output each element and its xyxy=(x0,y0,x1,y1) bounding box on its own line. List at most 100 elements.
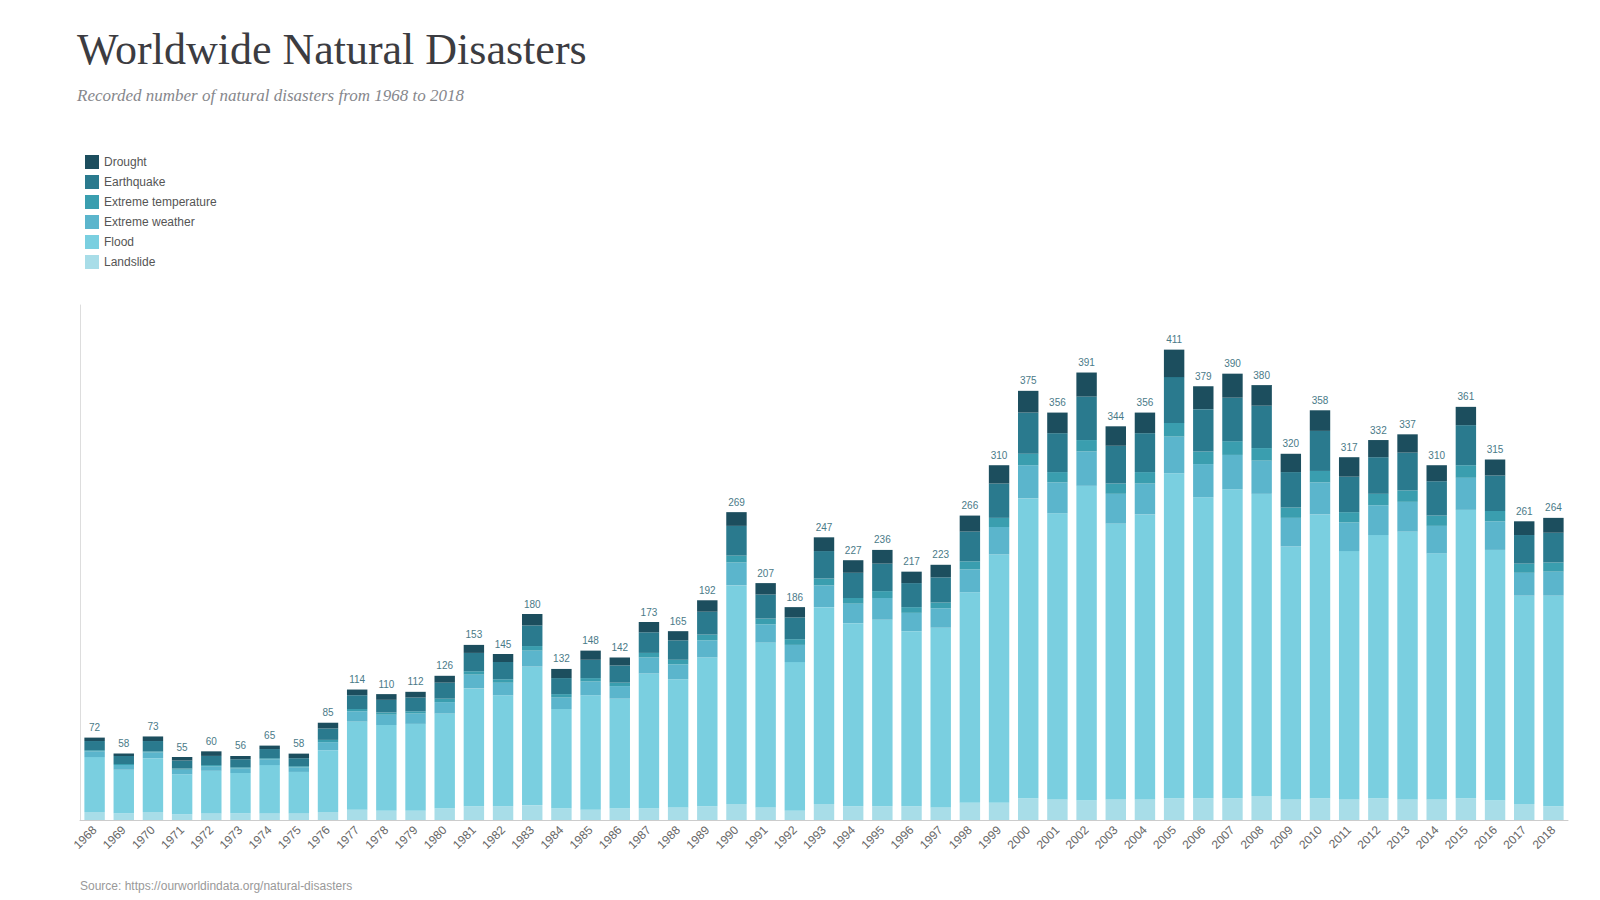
svg-text:320: 320 xyxy=(1282,438,1299,449)
svg-text:1969: 1969 xyxy=(100,823,129,852)
svg-text:1968: 1968 xyxy=(71,823,100,852)
svg-text:1973: 1973 xyxy=(217,823,246,852)
svg-text:1984: 1984 xyxy=(538,823,567,852)
svg-text:1989: 1989 xyxy=(683,823,712,852)
svg-text:317: 317 xyxy=(1341,442,1358,453)
svg-text:2015: 2015 xyxy=(1442,823,1471,852)
svg-text:217: 217 xyxy=(903,556,920,567)
svg-text:1977: 1977 xyxy=(333,823,362,852)
svg-text:227: 227 xyxy=(845,545,862,556)
svg-text:85: 85 xyxy=(322,707,334,718)
svg-text:1991: 1991 xyxy=(742,823,771,852)
svg-text:110: 110 xyxy=(378,679,394,690)
svg-text:Source: https://ourworldindata: Source: https://ourworldindata.org/natur… xyxy=(80,879,352,893)
svg-text:2014: 2014 xyxy=(1413,823,1442,852)
svg-text:Flood: Flood xyxy=(104,235,134,249)
svg-text:356: 356 xyxy=(1137,397,1154,408)
svg-text:1994: 1994 xyxy=(829,823,858,852)
svg-text:73: 73 xyxy=(147,721,159,732)
svg-text:2000: 2000 xyxy=(1004,823,1033,852)
svg-text:145: 145 xyxy=(495,639,512,650)
svg-text:1986: 1986 xyxy=(596,823,625,852)
svg-text:1988: 1988 xyxy=(654,823,683,852)
svg-text:337: 337 xyxy=(1399,419,1416,430)
svg-text:1997: 1997 xyxy=(917,823,946,852)
svg-text:1981: 1981 xyxy=(450,823,479,852)
svg-text:310: 310 xyxy=(1428,450,1445,461)
svg-text:58: 58 xyxy=(293,738,305,749)
svg-text:1993: 1993 xyxy=(800,823,829,852)
svg-text:1978: 1978 xyxy=(363,823,392,852)
svg-text:1980: 1980 xyxy=(421,823,450,852)
svg-text:358: 358 xyxy=(1312,395,1329,406)
svg-text:310: 310 xyxy=(991,450,1008,461)
svg-text:1975: 1975 xyxy=(275,823,304,852)
svg-text:379: 379 xyxy=(1195,371,1212,382)
svg-text:236: 236 xyxy=(874,534,891,545)
svg-text:1998: 1998 xyxy=(946,823,975,852)
svg-text:391: 391 xyxy=(1078,357,1095,368)
svg-text:Extreme weather: Extreme weather xyxy=(104,215,195,229)
svg-text:1992: 1992 xyxy=(771,823,800,852)
svg-text:1985: 1985 xyxy=(567,823,596,852)
svg-text:Worldwide Natural Disasters: Worldwide Natural Disasters xyxy=(77,25,587,74)
svg-text:173: 173 xyxy=(641,607,658,618)
svg-text:2012: 2012 xyxy=(1355,823,1384,852)
svg-text:180: 180 xyxy=(524,599,541,610)
svg-text:1970: 1970 xyxy=(129,823,158,852)
svg-text:344: 344 xyxy=(1107,411,1124,422)
svg-text:186: 186 xyxy=(786,592,803,603)
svg-text:1979: 1979 xyxy=(392,823,421,852)
svg-text:1999: 1999 xyxy=(975,823,1004,852)
svg-text:264: 264 xyxy=(1545,502,1562,513)
svg-text:132: 132 xyxy=(553,653,570,664)
svg-text:2011: 2011 xyxy=(1326,823,1354,851)
svg-text:2005: 2005 xyxy=(1150,823,1179,852)
svg-text:380: 380 xyxy=(1253,370,1270,381)
svg-text:Extreme temperature: Extreme temperature xyxy=(104,195,217,209)
svg-text:72: 72 xyxy=(89,722,101,733)
svg-text:2010: 2010 xyxy=(1296,823,1325,852)
svg-text:192: 192 xyxy=(699,585,716,596)
svg-text:375: 375 xyxy=(1020,375,1037,386)
svg-text:207: 207 xyxy=(757,568,774,579)
svg-text:2016: 2016 xyxy=(1471,823,1500,852)
svg-text:2018: 2018 xyxy=(1530,823,1559,852)
svg-text:1976: 1976 xyxy=(304,823,333,852)
svg-text:2002: 2002 xyxy=(1063,823,1092,852)
svg-text:269: 269 xyxy=(728,497,745,508)
svg-text:1987: 1987 xyxy=(625,823,654,852)
svg-text:1971: 1971 xyxy=(158,823,187,852)
svg-text:1972: 1972 xyxy=(187,823,216,852)
svg-text:411: 411 xyxy=(1166,334,1182,345)
svg-text:2006: 2006 xyxy=(1179,823,1208,852)
svg-text:142: 142 xyxy=(611,642,628,653)
svg-text:Earthquake: Earthquake xyxy=(104,175,166,189)
svg-text:1996: 1996 xyxy=(888,823,917,852)
svg-text:1983: 1983 xyxy=(508,823,537,852)
svg-text:56: 56 xyxy=(235,740,247,751)
svg-text:247: 247 xyxy=(816,522,833,533)
svg-text:1990: 1990 xyxy=(713,823,742,852)
svg-text:2001: 2001 xyxy=(1034,823,1063,852)
svg-text:1982: 1982 xyxy=(479,823,508,852)
svg-text:1974: 1974 xyxy=(246,823,275,852)
svg-text:153: 153 xyxy=(466,629,483,640)
svg-text:2017: 2017 xyxy=(1500,823,1529,852)
svg-text:60: 60 xyxy=(206,736,218,747)
svg-text:58: 58 xyxy=(118,738,130,749)
svg-text:126: 126 xyxy=(436,660,453,671)
svg-text:114: 114 xyxy=(349,674,365,685)
svg-text:Drought: Drought xyxy=(104,155,147,169)
svg-text:2007: 2007 xyxy=(1209,823,1238,852)
svg-text:165: 165 xyxy=(670,616,687,627)
svg-text:2009: 2009 xyxy=(1267,823,1296,852)
svg-text:223: 223 xyxy=(932,549,949,560)
svg-text:148: 148 xyxy=(582,635,599,646)
svg-text:261: 261 xyxy=(1516,506,1533,517)
svg-text:2003: 2003 xyxy=(1092,823,1121,852)
svg-text:55: 55 xyxy=(177,742,189,753)
svg-text:315: 315 xyxy=(1487,444,1504,455)
svg-text:266: 266 xyxy=(962,500,979,511)
svg-text:65: 65 xyxy=(264,730,276,741)
